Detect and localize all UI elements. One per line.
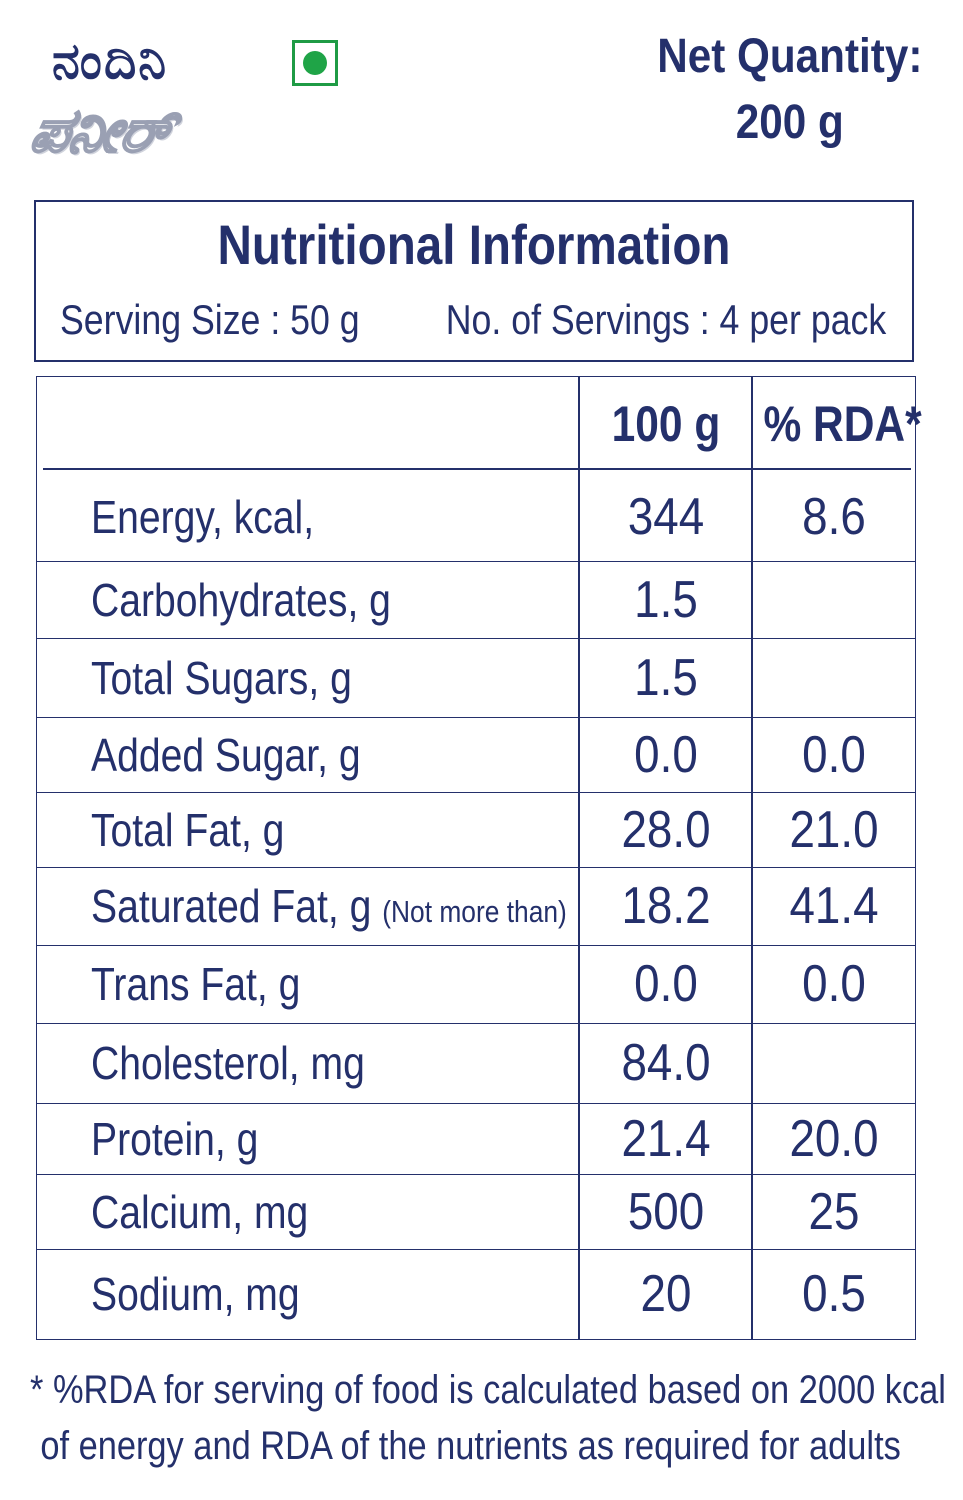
net-quantity-label: Net Quantity: [657, 30, 923, 83]
nutrient-name: Cholesterol, mg [91, 1037, 365, 1089]
footnote-line-2: of energy and RDA of the nutrients as re… [40, 1424, 901, 1468]
row-divider [37, 792, 915, 793]
servings-per-pack: No. of Servings : 4 per pack [445, 296, 886, 343]
nutrient-label: Energy, kcal, [91, 489, 314, 545]
nutrient-label: Total Fat, g [91, 802, 284, 858]
table-row: Sodium, mg 20 0.5 [37, 1249, 915, 1339]
nutrient-name: Protein, g [91, 1112, 259, 1165]
value-rda: 20.0 [789, 1109, 879, 1168]
value-per-100g: 0.0 [634, 725, 698, 784]
table-row: Saturated Fat, g (Not more than) 18.2 41.4 [37, 867, 915, 945]
value-per-100g: 84.0 [621, 1034, 711, 1092]
column-divider [578, 377, 580, 1339]
value-per-100g: 28.0 [621, 800, 711, 859]
serving-size: Serving Size : 50 g [60, 296, 360, 343]
table-row: Energy, kcal, 344 8.6 [37, 472, 915, 561]
value-rda: 21.0 [789, 800, 879, 859]
brand-name-kannada: ನಂದಿನಿ [52, 32, 169, 90]
row-divider [37, 1103, 915, 1104]
nutrient-name: Added Sugar, g [91, 728, 361, 781]
row-divider [37, 945, 915, 946]
brand-logo: ನಂದಿನಿ ಪನೀರ್ [24, 22, 268, 167]
footnote-line-1: * %RDA for serving of food is calculated… [30, 1368, 946, 1412]
nutrient-label: Cholesterol, mg [91, 1035, 365, 1091]
value-per-100g: 1.5 [634, 570, 698, 629]
value-rda: 0.0 [802, 725, 866, 784]
value-rda: 8.6 [802, 487, 866, 546]
nutrient-label: Added Sugar, g [91, 727, 361, 783]
row-divider [37, 1174, 915, 1175]
nutrient-name: Total Fat, g [91, 803, 285, 856]
value-per-100g: 500 [627, 1182, 705, 1241]
nutrient-note: (Not more than) [382, 894, 567, 929]
net-quantity: Net Quantity: 200 g [645, 24, 935, 156]
nutrient-name: Sodium, mg [91, 1268, 300, 1320]
nutrient-label: Calcium, mg [91, 1184, 308, 1240]
row-divider [37, 717, 915, 718]
nutrient-label: Total Sugars, g [91, 650, 352, 706]
nutrient-name: Trans Fat, g [91, 958, 301, 1010]
column-divider [751, 377, 753, 1339]
brand-product-kannada: ಪನೀರ್ [24, 95, 181, 167]
nutrient-label: Carbohydrates, g [91, 572, 391, 628]
nutrient-label: Sodium, mg [91, 1266, 300, 1322]
value-rda: 41.4 [789, 877, 879, 935]
row-divider [37, 867, 915, 868]
nutrient-name: Energy, kcal, [91, 490, 315, 543]
nutrition-info-header: Nutritional Information Serving Size : 5… [34, 200, 914, 362]
nutrition-table: 100 g % RDA* Energy, kcal, 344 8.6 Carbohyd… [36, 376, 922, 1340]
header-divider [43, 468, 911, 470]
row-divider [37, 638, 915, 639]
column-header-rda: % RDA* [763, 396, 922, 452]
value-per-100g: 0.0 [634, 955, 698, 1013]
nutrient-name: Carbohydrates, g [91, 573, 391, 626]
value-rda: 25 [808, 1182, 860, 1241]
value-per-100g: 20 [640, 1265, 692, 1323]
nutrient-name: Saturated Fat, g [91, 880, 372, 932]
table-row: Trans Fat, g 0.0 0.0 [37, 945, 915, 1023]
nutrient-label: Saturated Fat, g (Not more than) [91, 878, 567, 940]
column-header-100g: 100 g [611, 396, 721, 452]
table-row: Total Sugars, g 1.5 [37, 638, 915, 717]
table-row: Calcium, mg 500 25 [37, 1174, 915, 1249]
row-divider [37, 1249, 915, 1250]
row-divider [37, 1023, 915, 1024]
net-quantity-value: 200 g [735, 96, 844, 149]
nutrient-label: Trans Fat, g [91, 956, 300, 1012]
table-row: Protein, g 21.4 20.0 [37, 1103, 915, 1174]
table-row: Added Sugar, g 0.0 0.0 [37, 717, 915, 792]
nutrition-title: Nutritional Information [217, 213, 731, 276]
veg-symbol-icon [292, 40, 338, 86]
value-per-100g: 344 [627, 487, 705, 546]
nutrient-name: Calcium, mg [91, 1185, 309, 1238]
value-rda: 0.5 [802, 1265, 866, 1323]
value-per-100g: 1.5 [634, 648, 698, 707]
veg-dot [303, 51, 327, 75]
nutrient-label: Protein, g [91, 1111, 258, 1167]
table-row: Total Fat, g 28.0 21.0 [37, 792, 915, 867]
nutrient-name: Total Sugars, g [91, 651, 352, 704]
value-rda: 0.0 [802, 955, 866, 1013]
row-divider [37, 561, 915, 562]
rda-footnote: * %RDA for serving of food is calculated… [30, 1362, 946, 1474]
value-per-100g: 18.2 [621, 877, 711, 935]
table-row: Cholesterol, mg 84.0 [37, 1023, 915, 1103]
table-row: Carbohydrates, g 1.5 [37, 561, 915, 638]
value-per-100g: 21.4 [621, 1109, 711, 1168]
